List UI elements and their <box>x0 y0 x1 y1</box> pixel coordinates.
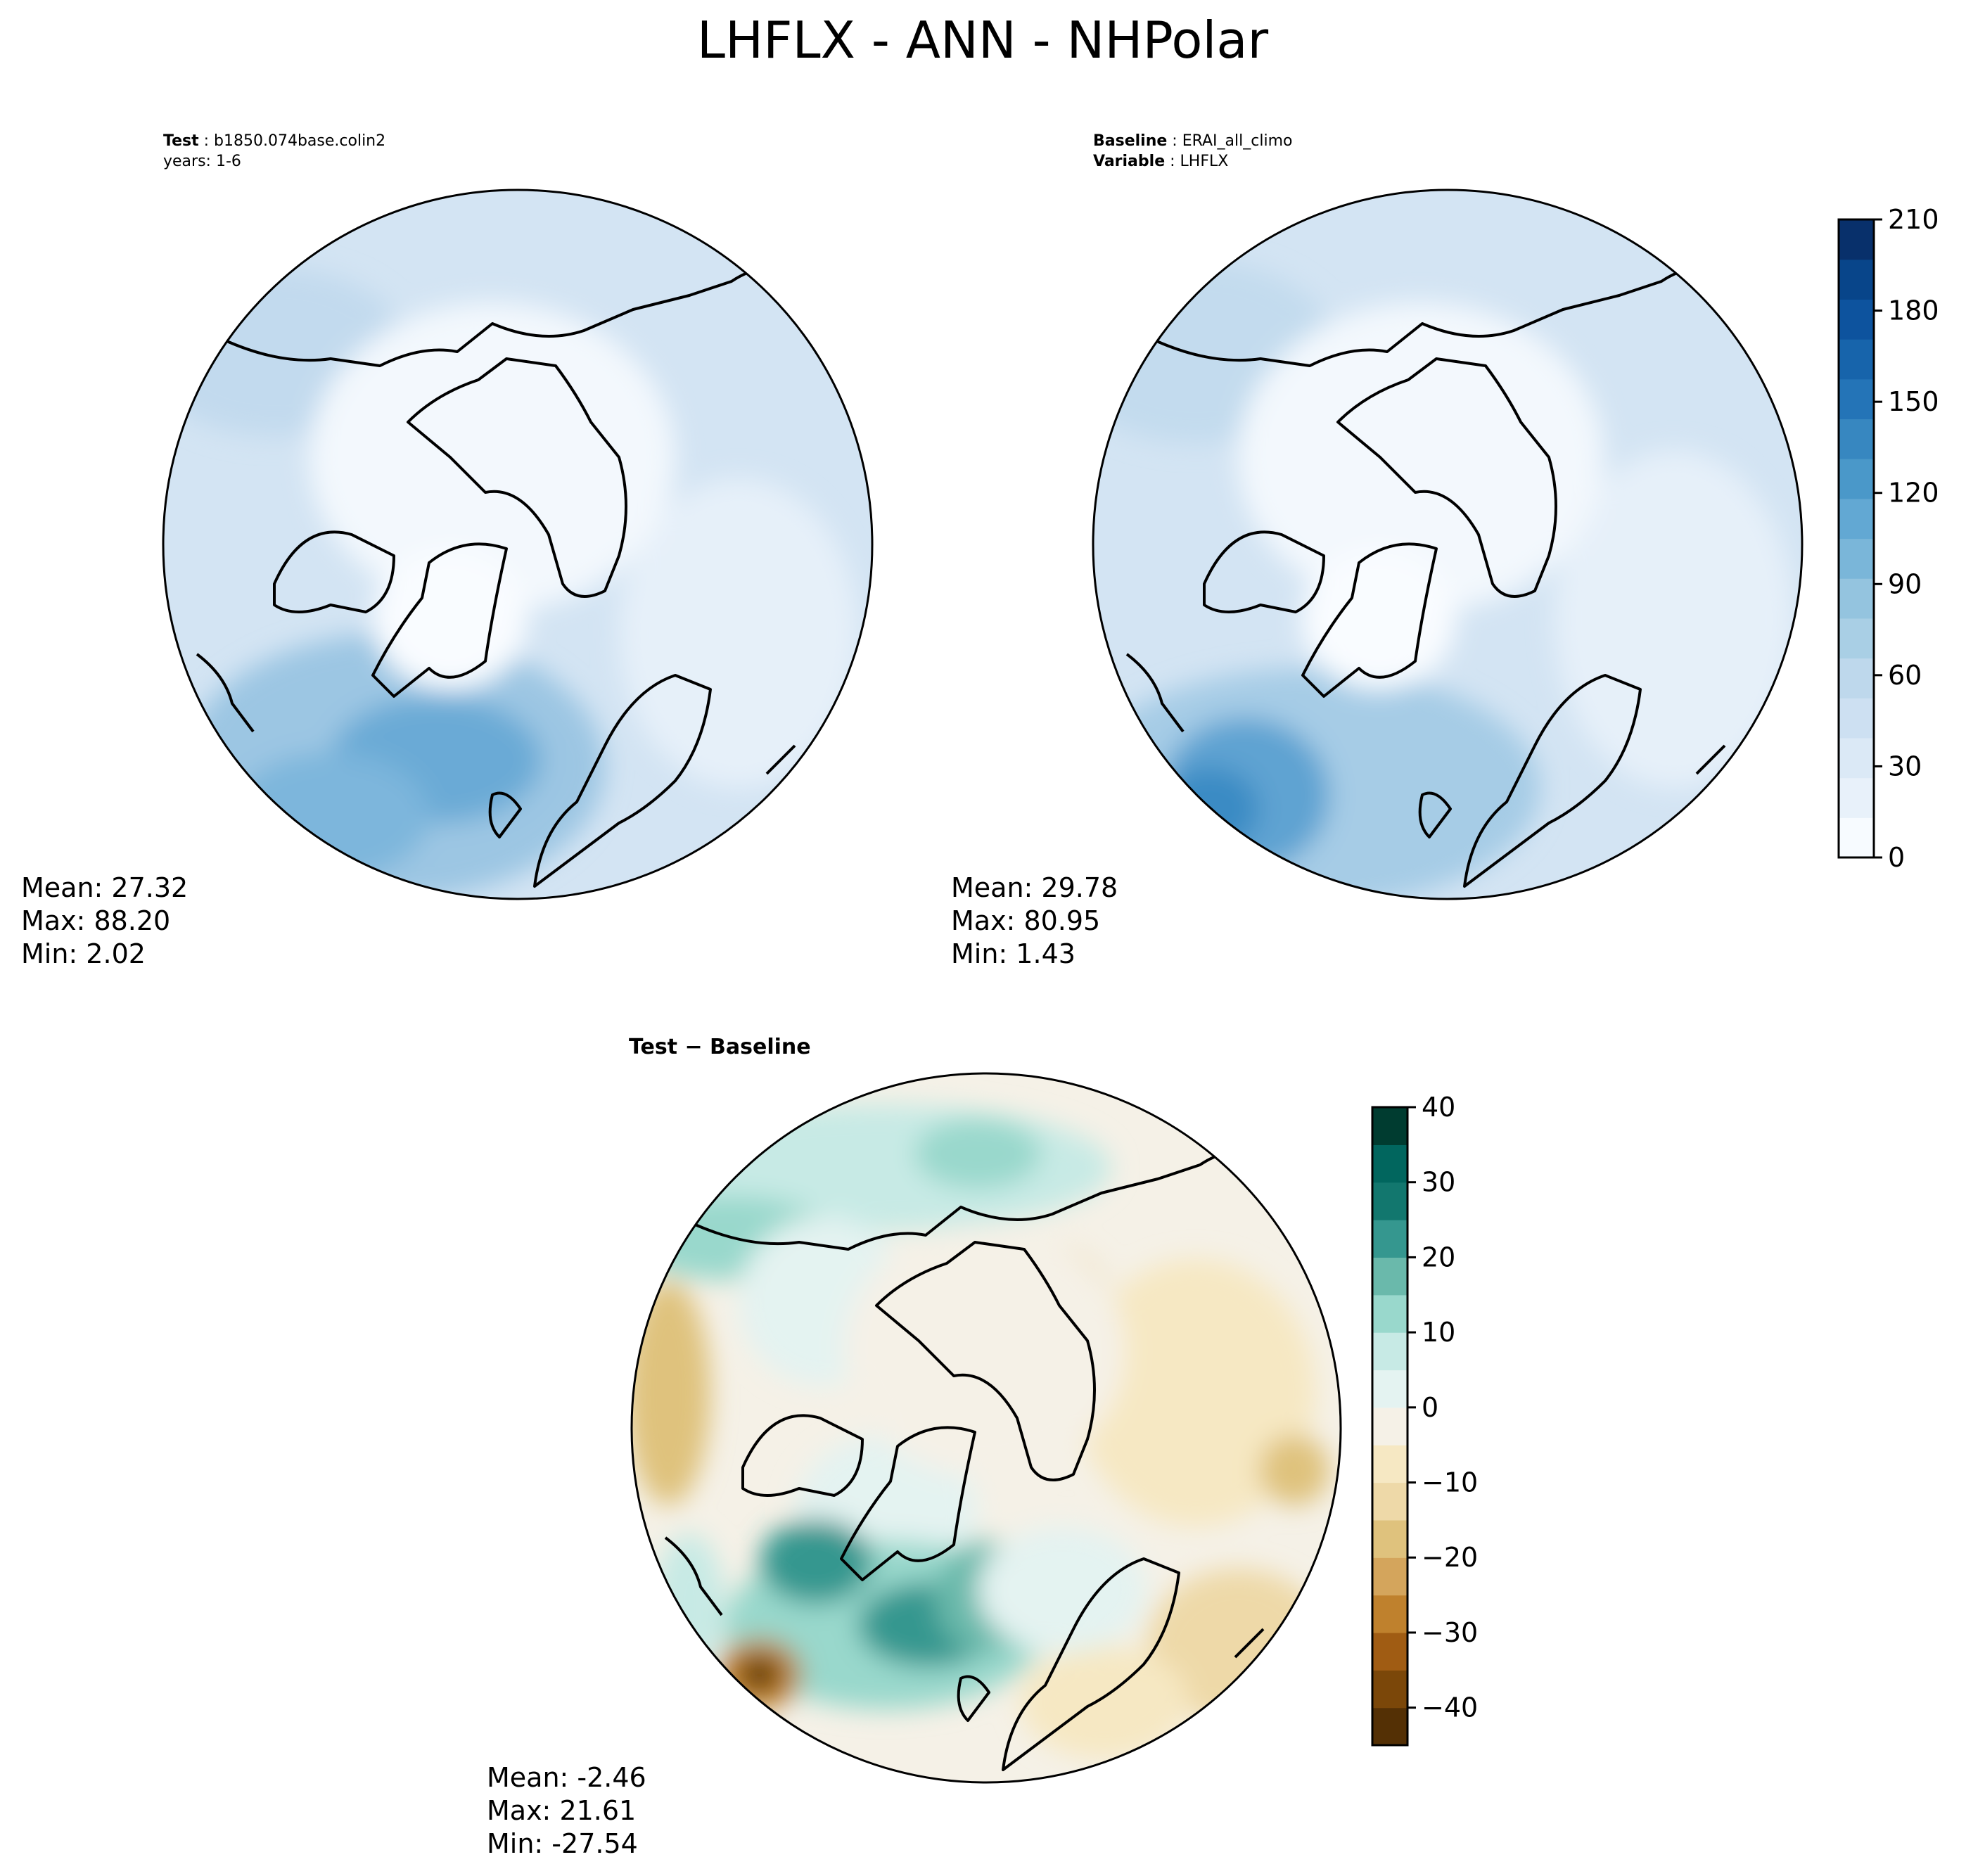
colorbar-swatch-diff-14 <box>1372 1182 1408 1220</box>
colorbar-difference: −40 −30 −20 −10 0 10 20 30 40 <box>1371 1092 1478 1747</box>
colorbar-swatch-diff-15 <box>1372 1144 1408 1183</box>
panel-baseline-header-2: Variable : LHFLX <box>1093 153 1228 170</box>
colorbar-swatch-diff-13 <box>1372 1220 1408 1258</box>
colorbar-tick-label-abs-4: 120 <box>1888 478 1939 509</box>
colorbar-swatch-abs-5 <box>1839 618 1874 659</box>
stat-min-test: Min: 2.02 <box>21 938 146 969</box>
colorbar-swatch-diff-4 <box>1372 1557 1408 1596</box>
panel-baseline: Baseline : ERAI_all_climo Variable : LHF… <box>951 132 1804 969</box>
panel-test-header-value: b1850.074base.colin2 <box>214 132 385 150</box>
colorbar-swatch-diff-6 <box>1372 1482 1408 1521</box>
stat-min-baseline: Min: 1.43 <box>951 938 1075 969</box>
colorbar-tick-label-diff-7: 30 <box>1422 1167 1455 1198</box>
coastlines-test <box>196 269 796 888</box>
colorbar-swatch-diff-12 <box>1372 1257 1408 1296</box>
colorbar-tick-label-diff-5: 10 <box>1422 1317 1455 1348</box>
colorbar-swatch-abs-1 <box>1839 777 1874 818</box>
panel-difference: Test − Baseline <box>487 1035 1342 1859</box>
colorbar-swatch-abs-0 <box>1839 817 1874 858</box>
figure-title: LHFLX - ANN - NHPolar <box>697 11 1269 70</box>
colorbar-frame-diff <box>1371 1106 1409 1747</box>
panel-test-header: Test : b1850.074base.colin2 <box>163 132 385 150</box>
stat-max-baseline: Max: 80.95 <box>951 905 1100 936</box>
colorbar-swatch-abs-10 <box>1839 419 1874 459</box>
map-baseline <box>1093 190 1802 899</box>
map-boundary-baseline <box>1092 189 1804 900</box>
colorbar-tick-label-abs-1: 30 <box>1888 751 1922 781</box>
colorbar-tick-label-diff-0: −40 <box>1422 1692 1478 1723</box>
panel-baseline-header: Baseline : ERAI_all_climo <box>1093 132 1292 150</box>
colorbar-swatch-abs-8 <box>1839 498 1874 540</box>
colorbar-swatch-diff-16 <box>1372 1107 1408 1145</box>
map-boundary-test <box>162 189 874 900</box>
colorbar-swatch-diff-7 <box>1372 1445 1408 1483</box>
coastlines-baseline <box>1125 269 1726 888</box>
panel-baseline-header-label2: Variable <box>1093 153 1165 170</box>
colorbar-swatch-diff-1 <box>1372 1670 1408 1709</box>
colorbar-swatch-diff-2 <box>1372 1632 1408 1671</box>
colorbar-swatch-abs-11 <box>1839 378 1874 420</box>
colorbar-tick-label-diff-4: 0 <box>1422 1392 1438 1423</box>
colorbar-swatch-abs-3 <box>1839 698 1874 739</box>
colorbar-swatch-abs-4 <box>1839 658 1874 698</box>
colorbar-swatch-diff-0 <box>1372 1707 1408 1746</box>
stat-min-difference: Min: -27.54 <box>487 1828 638 1859</box>
colorbar-tick-label-abs-6: 180 <box>1888 295 1939 326</box>
colorbar-swatch-abs-2 <box>1839 737 1874 779</box>
coastlines-difference <box>664 1152 1265 1771</box>
colorbar-tick-label-abs-3: 90 <box>1888 568 1922 599</box>
panel-difference-header: Test − Baseline <box>629 1035 811 1059</box>
stat-mean-difference: Mean: -2.46 <box>487 1762 646 1793</box>
colorbar-absolute: 0 30 60 90 120 150 180 210 <box>1837 204 1939 873</box>
colorbar-swatch-diff-3 <box>1372 1595 1408 1633</box>
panel-test-header-line2: years: 1-6 <box>163 153 241 170</box>
colorbar-swatch-abs-12 <box>1839 339 1874 380</box>
colorbar-swatch-abs-6 <box>1839 578 1874 619</box>
colorbar-tick-label-abs-2: 60 <box>1888 660 1922 691</box>
panel-test-header-label: Test <box>163 132 199 150</box>
colorbar-swatch-diff-10 <box>1372 1332 1408 1371</box>
stat-max-test: Max: 88.20 <box>21 905 170 936</box>
stat-mean-test: Mean: 27.32 <box>21 872 188 903</box>
colorbar-swatch-diff-11 <box>1372 1294 1408 1333</box>
colorbar-swatch-abs-15 <box>1839 219 1874 260</box>
colorbar-frame-abs <box>1837 218 1875 859</box>
colorbar-swatch-diff-9 <box>1372 1370 1408 1408</box>
colorbar-swatch-diff-5 <box>1372 1519 1408 1558</box>
colorbar-swatch-abs-7 <box>1839 538 1874 579</box>
colorbar-tick-label-diff-6: 20 <box>1422 1242 1455 1272</box>
colorbar-tick-label-abs-7: 210 <box>1888 204 1939 235</box>
colorbar-swatch-abs-13 <box>1839 299 1874 340</box>
colorbar-tick-label-abs-0: 0 <box>1888 842 1905 873</box>
colorbar-tick-label-diff-3: −10 <box>1422 1467 1478 1498</box>
panel-test: Test : b1850.074base.colin2 years: 1-6 <box>21 132 874 969</box>
panel-baseline-header-label: Baseline <box>1093 132 1167 150</box>
map-test <box>163 190 872 899</box>
map-difference <box>632 1073 1341 1782</box>
colorbar-swatch-abs-14 <box>1839 259 1874 300</box>
colorbar-tick-label-diff-8: 40 <box>1422 1092 1455 1123</box>
stat-mean-baseline: Mean: 29.78 <box>951 872 1118 903</box>
colorbar-tick-label-diff-1: −30 <box>1422 1617 1478 1648</box>
stat-max-difference: Max: 21.61 <box>487 1795 636 1826</box>
colorbar-tick-label-diff-2: −20 <box>1422 1542 1478 1573</box>
panel-baseline-header-value2: LHFLX <box>1180 153 1229 170</box>
map-boundary-difference <box>630 1072 1342 1784</box>
colorbar-tick-label-abs-5: 150 <box>1888 386 1939 417</box>
colorbar-swatch-abs-9 <box>1839 459 1874 499</box>
colorbar-swatch-diff-8 <box>1372 1407 1408 1446</box>
panel-baseline-header-value: ERAI_all_climo <box>1182 132 1293 150</box>
